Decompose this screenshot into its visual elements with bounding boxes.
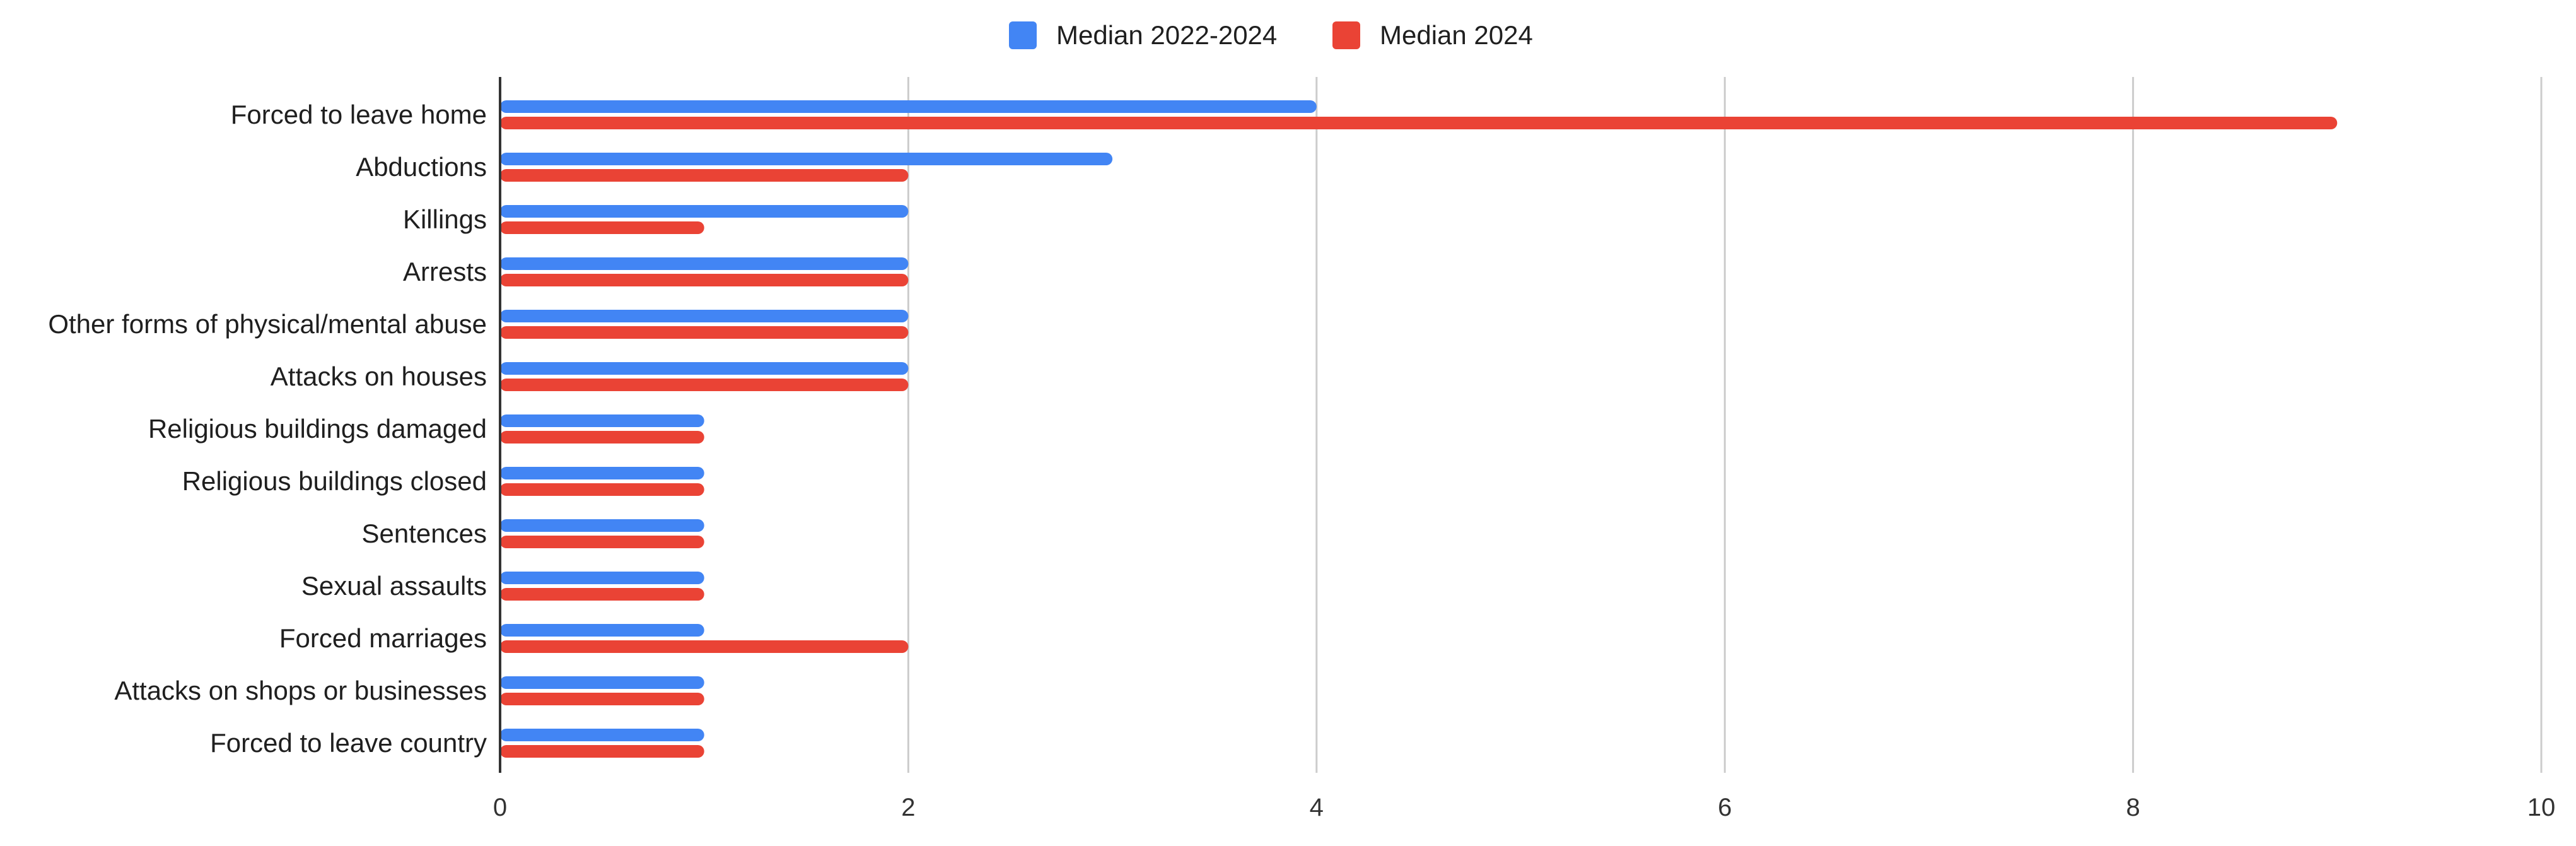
- category-label: Religious buildings damaged: [148, 414, 487, 444]
- bar-median-2022-2024: [500, 572, 704, 584]
- bar-median-2022-2024: [500, 414, 704, 427]
- bar-median-2022-2024: [500, 310, 909, 322]
- bar-median-2022-2024: [500, 257, 909, 270]
- bar-median-2024: [500, 431, 704, 444]
- bar-median-2022-2024: [500, 519, 704, 532]
- category-label: Sexual assaults: [301, 571, 487, 601]
- category-label: Forced marriages: [279, 623, 487, 653]
- x-tick-label: 0: [493, 794, 507, 821]
- bar-median-2024: [500, 693, 704, 705]
- category-label: Forced to leave home: [231, 100, 487, 129]
- category-label: Attacks on houses: [271, 361, 487, 391]
- x-tick-label: 10: [2527, 794, 2556, 821]
- category-label: Sentences: [362, 519, 487, 548]
- legend-swatch: [1009, 21, 1037, 49]
- category-label: Forced to leave country: [210, 728, 487, 758]
- category-label: Arrests: [403, 257, 487, 286]
- bar-median-2024: [500, 169, 909, 182]
- x-tick-label: 6: [1718, 794, 1732, 821]
- bar-median-2022-2024: [500, 676, 704, 689]
- category-label: Abductions: [356, 152, 487, 182]
- x-tick-label: 2: [901, 794, 915, 821]
- category-labels: Forced to leave home Abductions Killings Ar…: [48, 100, 487, 758]
- category-label: Attacks on shops or businesses: [114, 676, 487, 705]
- category-label: Other forms of physical/mental abuse: [48, 309, 487, 339]
- bar-median-2022-2024: [500, 729, 704, 741]
- x-tick-label: 4: [1310, 794, 1324, 821]
- bar-median-2024: [500, 326, 909, 339]
- legend-label: Median 2024: [1380, 20, 1533, 50]
- bar-median-2024: [500, 274, 909, 286]
- bar-median-2024: [500, 379, 909, 391]
- legend-swatch: [1332, 21, 1360, 49]
- bar-median-2024: [500, 483, 704, 496]
- tick-labels: 0 2 4 6 8 10: [493, 794, 2555, 821]
- bar-median-2024: [500, 117, 2338, 129]
- bar-median-2022-2024: [500, 100, 1317, 113]
- bar-median-2022-2024: [500, 362, 909, 375]
- category-label: Religious buildings closed: [182, 466, 487, 496]
- bar-median-2024: [500, 536, 704, 548]
- legend: Median 2022-2024 Median 2024: [1009, 20, 1533, 50]
- bar-median-2024: [500, 588, 704, 601]
- x-tick-label: 8: [2126, 794, 2140, 821]
- bar-median-2024: [500, 745, 704, 758]
- bar-median-2022-2024: [500, 467, 704, 479]
- bars: [500, 100, 2338, 758]
- bar-median-2024: [500, 221, 704, 234]
- bar-median-2022-2024: [500, 205, 909, 218]
- category-label: Killings: [403, 204, 487, 234]
- bar-median-2022-2024: [500, 624, 704, 637]
- bar-median-2024: [500, 640, 909, 653]
- bar-median-2022-2024: [500, 153, 1113, 165]
- legend-label: Median 2022-2024: [1056, 20, 1277, 50]
- gridlines: [907, 77, 2543, 773]
